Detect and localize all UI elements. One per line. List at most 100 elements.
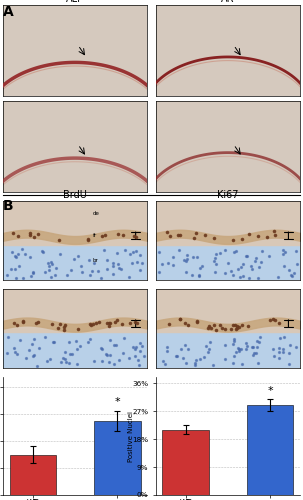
Point bbox=[104, 350, 108, 358]
Point bbox=[32, 233, 36, 241]
Point bbox=[235, 264, 240, 272]
Point bbox=[280, 345, 285, 353]
Point bbox=[65, 272, 69, 280]
Point bbox=[231, 352, 236, 360]
Point bbox=[112, 341, 117, 349]
Text: *: * bbox=[115, 397, 120, 407]
Point bbox=[171, 252, 175, 260]
Point bbox=[100, 345, 105, 353]
Point bbox=[136, 356, 141, 364]
Point bbox=[212, 234, 217, 241]
Point bbox=[183, 341, 188, 349]
Point bbox=[185, 252, 190, 260]
Text: BrdU: BrdU bbox=[63, 190, 87, 200]
Point bbox=[255, 336, 259, 344]
Point bbox=[256, 359, 261, 367]
Point bbox=[114, 340, 118, 348]
Point bbox=[108, 351, 112, 359]
Point bbox=[195, 253, 199, 261]
Point bbox=[47, 266, 52, 274]
Point bbox=[287, 360, 291, 368]
Bar bbox=[156, 289, 300, 333]
Point bbox=[165, 260, 170, 268]
Point bbox=[233, 325, 238, 333]
Point bbox=[35, 230, 40, 238]
Point bbox=[171, 261, 175, 269]
Point bbox=[56, 236, 61, 244]
Point bbox=[88, 271, 92, 279]
Point bbox=[120, 231, 125, 239]
Point bbox=[260, 248, 265, 256]
Bar bbox=[94, 421, 141, 495]
Point bbox=[292, 269, 297, 277]
Point bbox=[238, 345, 243, 353]
Point bbox=[132, 352, 137, 360]
Point bbox=[48, 258, 53, 266]
Point bbox=[190, 271, 195, 279]
Point bbox=[247, 230, 252, 238]
Point bbox=[105, 256, 109, 264]
Point bbox=[111, 270, 116, 278]
Point bbox=[132, 318, 137, 326]
Point bbox=[167, 320, 171, 328]
Point bbox=[90, 267, 95, 275]
Point bbox=[184, 256, 188, 264]
Point bbox=[42, 334, 47, 342]
Point bbox=[12, 344, 16, 351]
Point bbox=[204, 342, 209, 350]
Point bbox=[92, 260, 97, 268]
Text: Ki67: Ki67 bbox=[217, 190, 239, 200]
Point bbox=[194, 318, 199, 326]
Point bbox=[247, 274, 252, 282]
Point bbox=[92, 358, 97, 366]
Point bbox=[63, 321, 68, 329]
Point bbox=[174, 352, 179, 360]
Point bbox=[198, 355, 203, 363]
Point bbox=[68, 350, 73, 358]
Point bbox=[28, 229, 33, 237]
Point bbox=[44, 357, 49, 365]
Point bbox=[122, 334, 127, 342]
Point bbox=[233, 348, 238, 356]
Point bbox=[202, 354, 207, 362]
Point bbox=[104, 265, 109, 273]
Point bbox=[115, 260, 120, 268]
Point bbox=[108, 318, 112, 326]
Point bbox=[62, 326, 67, 334]
Text: B: B bbox=[3, 199, 14, 213]
Point bbox=[72, 256, 77, 264]
Point bbox=[212, 322, 217, 330]
Point bbox=[237, 324, 241, 332]
Point bbox=[181, 354, 186, 362]
Text: fr: fr bbox=[92, 233, 97, 238]
Point bbox=[213, 250, 218, 258]
Point bbox=[56, 324, 61, 332]
Point bbox=[282, 333, 287, 341]
Point bbox=[107, 319, 112, 327]
Point bbox=[209, 324, 214, 332]
Point bbox=[64, 358, 69, 366]
Point bbox=[206, 322, 211, 330]
Point bbox=[234, 247, 239, 255]
Text: A: A bbox=[3, 5, 14, 19]
Point bbox=[230, 340, 235, 348]
Point bbox=[88, 320, 93, 328]
Point bbox=[276, 273, 281, 281]
Point bbox=[211, 256, 216, 264]
Point bbox=[165, 342, 169, 350]
Point bbox=[140, 342, 145, 350]
Point bbox=[178, 345, 183, 353]
Point bbox=[253, 349, 258, 357]
Point bbox=[222, 340, 227, 348]
Bar bbox=[3, 289, 147, 333]
Point bbox=[176, 246, 181, 254]
Point bbox=[174, 352, 178, 360]
Point bbox=[244, 340, 249, 347]
Point bbox=[206, 344, 211, 352]
Point bbox=[184, 268, 189, 276]
Point bbox=[121, 349, 126, 357]
Point bbox=[18, 336, 23, 344]
Point bbox=[198, 264, 203, 272]
Point bbox=[11, 229, 15, 237]
Point bbox=[206, 348, 211, 356]
